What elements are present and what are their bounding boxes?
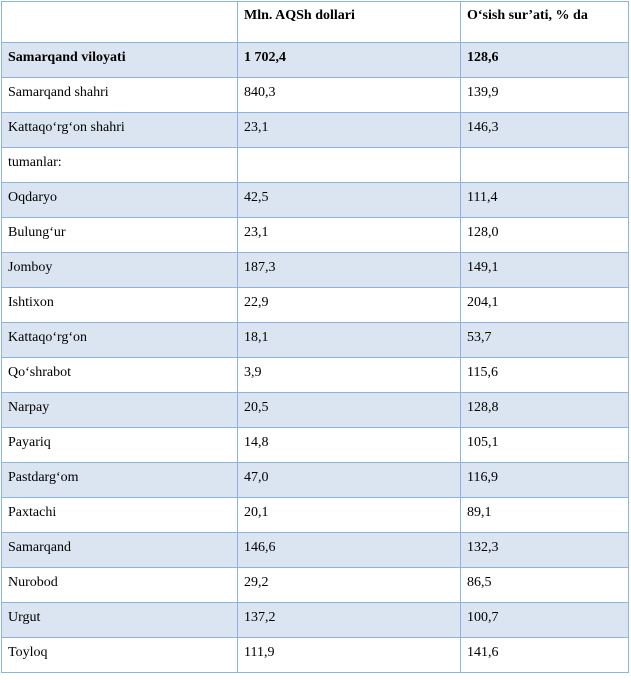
growth-rate-cell: 204,1 [460,287,629,323]
value-mln-usd-cell: 3,9 [237,357,461,393]
header-growth-rate: O‘sish sur’ati, % da [460,1,629,43]
region-name-cell: Paxtachi [1,497,238,533]
value-mln-usd-cell: 47,0 [237,462,461,498]
growth-rate-cell: 128,8 [460,392,629,428]
region-name-cell: Ishtixon [1,287,238,323]
value-mln-usd-cell: 29,2 [237,567,461,603]
header-row: Mln. AQSh dollari O‘sish sur’ati, % da [1,1,629,43]
region-name-cell: Qo‘shrabot [1,357,238,393]
table-row: Samarqand shahri 840,3 139,9 [1,77,629,113]
value-mln-usd-cell: 20,1 [237,497,461,533]
value-mln-usd-cell: 187,3 [237,252,461,288]
table-row: Oqdaryo 42,5 111,4 [1,182,629,218]
header-million-usd: Mln. AQSh dollari [237,1,461,43]
region-name-cell: Bulung‘ur [1,217,238,253]
growth-rate-cell: 115,6 [460,357,629,393]
growth-rate-cell: 149,1 [460,252,629,288]
region-name-cell: Nurobod [1,567,238,603]
table-row: Payariq 14,8 105,1 [1,427,629,463]
value-mln-usd-cell: 42,5 [237,182,461,218]
value-mln-usd-cell: 23,1 [237,217,461,253]
growth-rate-cell: 128,0 [460,217,629,253]
table-row: Qo‘shrabot 3,9 115,6 [1,357,629,393]
table-row: Kattaqo‘rg‘on shahri 23,1 146,3 [1,112,629,148]
region-name-cell: Kattaqo‘rg‘on shahri [1,112,238,148]
table-row: Pastdarg‘om 47,0 116,9 [1,462,629,498]
growth-rate-cell: 128,6 [460,42,629,78]
table-body: Samarqand viloyati 1 702,4 128,6 Samarqand … [1,42,629,673]
value-mln-usd-cell: 1 702,4 [237,42,461,78]
value-mln-usd-cell: 14,8 [237,427,461,463]
value-mln-usd-cell: 18,1 [237,322,461,358]
region-name-cell: Urgut [1,602,238,638]
table-row: tumanlar: [1,147,629,183]
value-mln-usd-cell: 111,9 [237,637,461,673]
region-name-cell: Kattaqo‘rg‘on [1,322,238,358]
region-name-cell: Toyloq [1,637,238,673]
growth-rate-cell: 86,5 [460,567,629,603]
value-mln-usd-cell: 23,1 [237,112,461,148]
table-row: Paxtachi 20,1 89,1 [1,497,629,533]
region-name-cell: Samarqand shahri [1,77,238,113]
region-name-cell: Pastdarg‘om [1,462,238,498]
header-region [1,1,238,43]
value-mln-usd-cell: 137,2 [237,602,461,638]
value-mln-usd-cell: 20,5 [237,392,461,428]
growth-rate-cell: 146,3 [460,112,629,148]
table-row: Samarqand viloyati 1 702,4 128,6 [1,42,629,78]
region-name-cell: Jomboy [1,252,238,288]
growth-rate-cell [460,147,629,183]
value-mln-usd-cell [237,147,461,183]
growth-rate-cell: 132,3 [460,532,629,568]
table-row: Bulung‘ur 23,1 128,0 [1,217,629,253]
table-row: Kattaqo‘rg‘on 18,1 53,7 [1,322,629,358]
table-row: Urgut 137,2 100,7 [1,602,629,638]
table-row: Toyloq 111,9 141,6 [1,637,629,673]
growth-rate-cell: 89,1 [460,497,629,533]
region-name-cell: Narpay [1,392,238,428]
region-name-cell: Samarqand [1,532,238,568]
region-name-cell: tumanlar: [1,147,238,183]
growth-rate-cell: 100,7 [460,602,629,638]
value-mln-usd-cell: 146,6 [237,532,461,568]
table-row: Nurobod 29,2 86,5 [1,567,629,603]
growth-rate-cell: 111,4 [460,182,629,218]
table-row: Narpay 20,5 128,8 [1,392,629,428]
growth-rate-cell: 105,1 [460,427,629,463]
value-mln-usd-cell: 840,3 [237,77,461,113]
growth-rate-cell: 139,9 [460,77,629,113]
region-name-cell: Payariq [1,427,238,463]
growth-rate-cell: 53,7 [460,322,629,358]
table-row: Samarqand 146,6 132,3 [1,532,629,568]
growth-rate-cell: 141,6 [460,637,629,673]
table-row: Jomboy 187,3 149,1 [1,252,629,288]
growth-rate-cell: 116,9 [460,462,629,498]
data-table: Mln. AQSh dollari O‘sish sur’ati, % da S… [1,1,629,673]
region-name-cell: Samarqand viloyati [1,42,238,78]
region-name-cell: Oqdaryo [1,182,238,218]
table-row: Ishtixon 22,9 204,1 [1,287,629,323]
value-mln-usd-cell: 22,9 [237,287,461,323]
